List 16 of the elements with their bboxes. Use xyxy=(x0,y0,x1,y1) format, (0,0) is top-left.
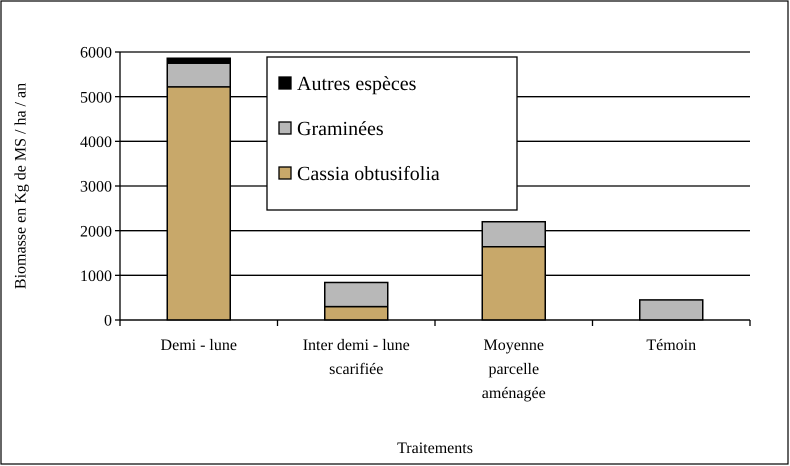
y-tick-label: 3000 xyxy=(80,178,112,196)
y-axis-title: Biomasse en Kg de MS / ha / an xyxy=(12,82,30,290)
y-tick-label: 1000 xyxy=(80,268,112,285)
x-axis-title: Traitements xyxy=(397,440,473,457)
legend-label: Cassia obtusifolia xyxy=(297,163,440,185)
x-tick-label: Témoin xyxy=(646,337,696,354)
x-tick-label: Moyenne parcelle aménagée xyxy=(482,337,546,402)
y-tick-label: 5000 xyxy=(80,89,112,106)
y-tick-label: 4000 xyxy=(80,134,112,151)
y-tick-label: 0 xyxy=(104,312,112,330)
x-tick-label: Inter demi - lune scarifiée xyxy=(302,337,410,378)
x-tick-label: Demi - lune xyxy=(160,337,237,354)
y-tick-label: 6000 xyxy=(80,44,112,62)
y-tick-label: 2000 xyxy=(80,223,112,240)
legend-label: Graminées xyxy=(297,118,384,140)
legend-label: Autres espèces xyxy=(297,73,417,95)
